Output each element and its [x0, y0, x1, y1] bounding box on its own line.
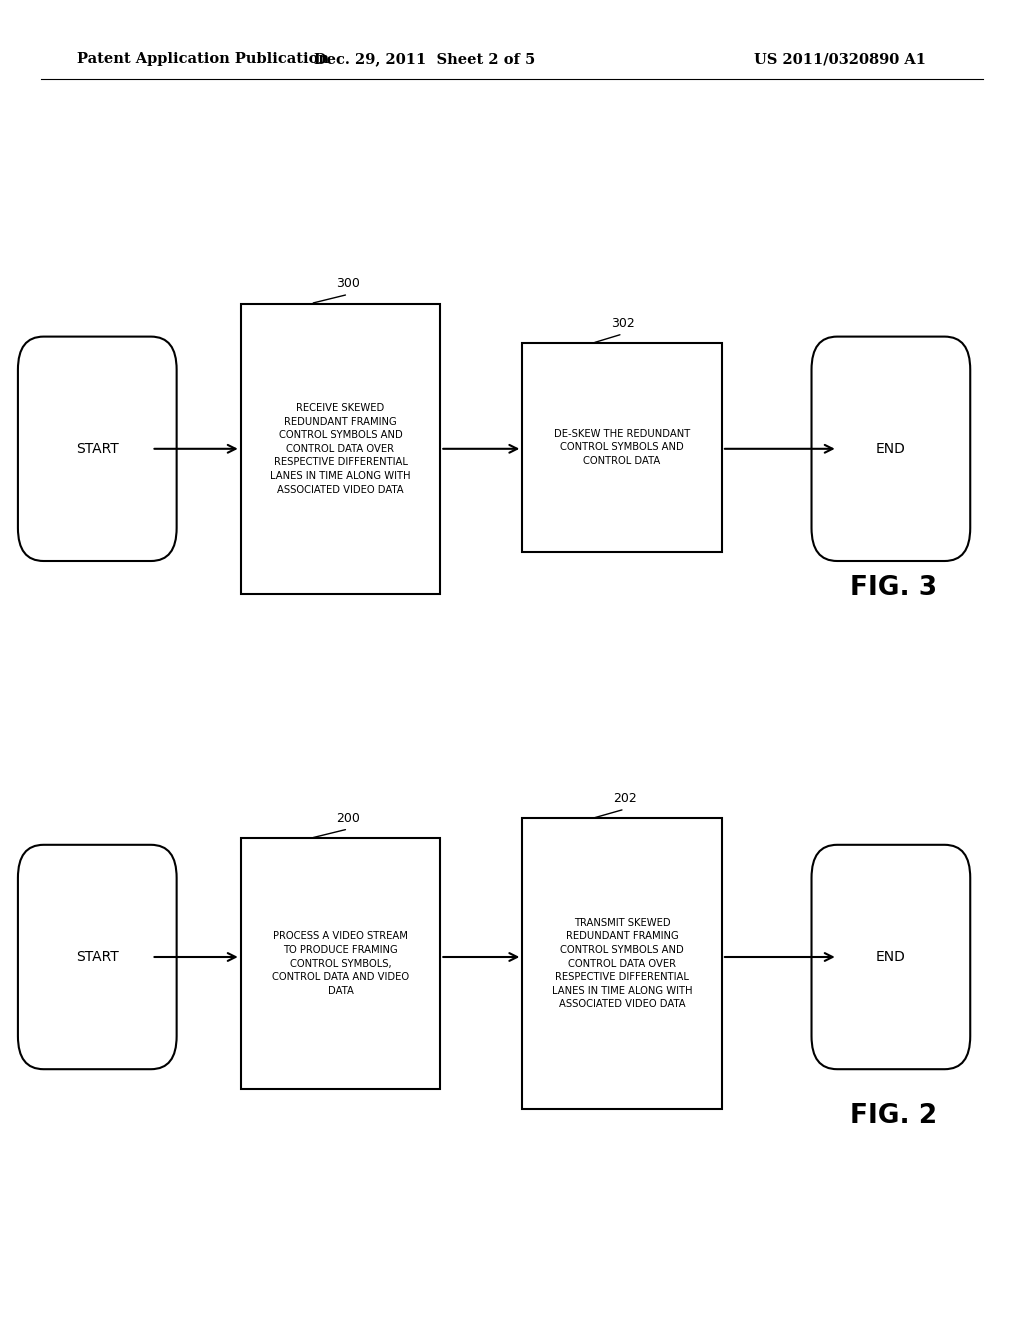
Text: START: START [76, 442, 119, 455]
Text: TRANSMIT SKEWED
REDUNDANT FRAMING
CONTROL SYMBOLS AND
CONTROL DATA OVER
RESPECTI: TRANSMIT SKEWED REDUNDANT FRAMING CONTRO… [552, 917, 692, 1010]
FancyBboxPatch shape [18, 337, 176, 561]
Text: DE-SKEW THE REDUNDANT
CONTROL SYMBOLS AND
CONTROL DATA: DE-SKEW THE REDUNDANT CONTROL SYMBOLS AN… [554, 429, 690, 466]
FancyBboxPatch shape [522, 343, 722, 552]
Text: PROCESS A VIDEO STREAM
TO PRODUCE FRAMING
CONTROL SYMBOLS,
CONTROL DATA AND VIDE: PROCESS A VIDEO STREAM TO PRODUCE FRAMIN… [272, 932, 409, 995]
Text: Patent Application Publication: Patent Application Publication [77, 53, 329, 66]
FancyBboxPatch shape [18, 845, 176, 1069]
Text: 200: 200 [336, 812, 360, 825]
Text: RECEIVE SKEWED
REDUNDANT FRAMING
CONTROL SYMBOLS AND
CONTROL DATA OVER
RESPECTIV: RECEIVE SKEWED REDUNDANT FRAMING CONTROL… [270, 403, 411, 495]
Text: 202: 202 [612, 792, 637, 805]
FancyBboxPatch shape [241, 304, 440, 594]
Text: END: END [876, 950, 906, 964]
FancyBboxPatch shape [811, 337, 971, 561]
FancyBboxPatch shape [241, 838, 440, 1089]
Text: START: START [76, 950, 119, 964]
Text: 300: 300 [336, 277, 360, 290]
Text: FIG. 2: FIG. 2 [850, 1102, 937, 1129]
Text: FIG. 3: FIG. 3 [850, 574, 937, 601]
FancyBboxPatch shape [522, 818, 722, 1109]
Text: Dec. 29, 2011  Sheet 2 of 5: Dec. 29, 2011 Sheet 2 of 5 [314, 53, 536, 66]
Text: 302: 302 [610, 317, 635, 330]
Text: END: END [876, 442, 906, 455]
FancyBboxPatch shape [811, 845, 971, 1069]
Text: US 2011/0320890 A1: US 2011/0320890 A1 [754, 53, 926, 66]
